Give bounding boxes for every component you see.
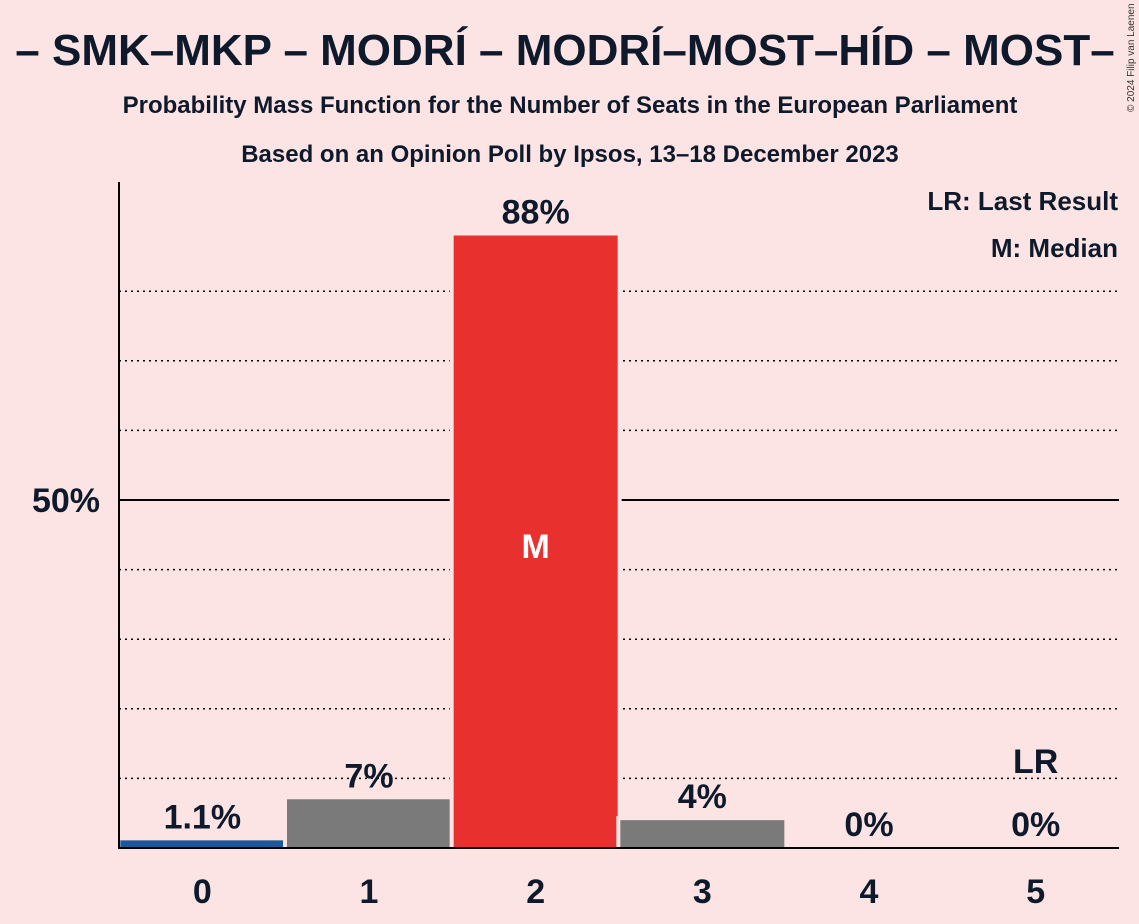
median-marker: M (522, 528, 550, 566)
value-label-3: 4% (678, 778, 727, 816)
x-tick-label-0: 0 (193, 873, 212, 911)
legend-median: M: Median (991, 233, 1118, 263)
x-tick-label-1: 1 (360, 873, 379, 911)
y-tick-label-50: 50% (32, 482, 100, 520)
bar-labels: 1.1% 0 7% 1 88% 2 M 4% 3 0% 4 0% 5 LR (164, 194, 1061, 911)
value-label-4: 0% (844, 806, 893, 844)
value-label-1: 7% (344, 757, 393, 795)
x-tick-label-2: 2 (526, 873, 545, 911)
last-result-marker: LR (1013, 743, 1058, 781)
chart-subtitle: Probability Mass Function for the Number… (123, 92, 1018, 119)
x-tick-label-5: 5 (1026, 873, 1045, 911)
legend-last-result: LR: Last Result (927, 186, 1118, 216)
chart-source: Based on an Opinion Poll by Ipsos, 13–18… (241, 141, 899, 168)
copyright-notice: © 2024 Filip van Laenen (1126, 3, 1137, 112)
bars (116, 231, 789, 848)
value-label-2: 88% (502, 194, 570, 232)
bar-2 (453, 235, 618, 848)
value-label-5: 0% (1011, 806, 1060, 844)
bar-0 (120, 840, 285, 848)
chart-title: – SMK–MKP – MODRÍ – MODRÍ–MOST–HÍD – MOS… (15, 25, 1114, 75)
x-tick-label-3: 3 (693, 873, 712, 911)
x-tick-label-4: 4 (860, 873, 879, 911)
bar-1 (287, 799, 451, 848)
value-label-0: 1.1% (164, 798, 242, 836)
bar-3 (620, 820, 785, 848)
